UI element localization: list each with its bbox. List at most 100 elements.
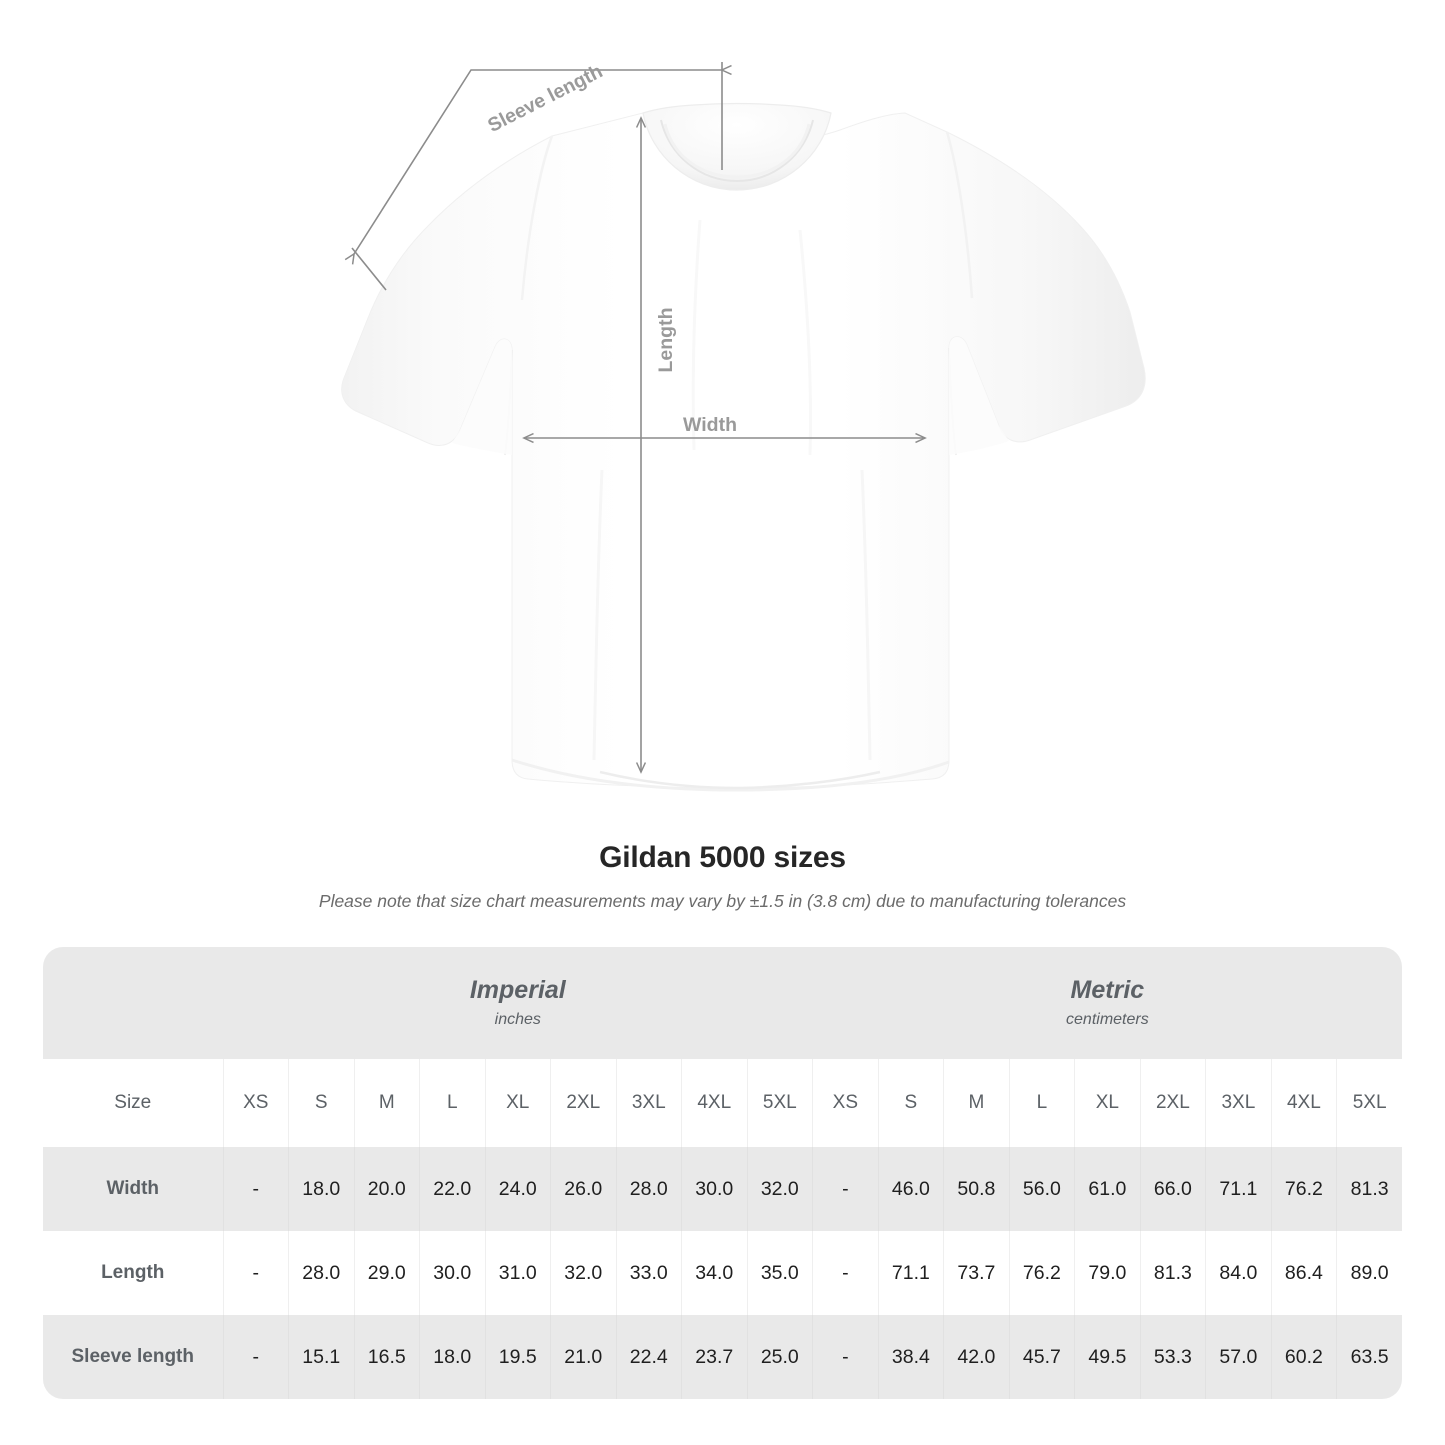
unit-banner-row: Imperial inches Metric centimeters [43,947,1403,1059]
cell: 28.0 [615,1147,682,1231]
cell: 57.0 [1205,1315,1272,1399]
cell: 76.2 [1270,1147,1337,1231]
cell: 34.0 [681,1231,747,1315]
cell: 22.0 [419,1147,485,1231]
cell: 49.5 [1074,1315,1141,1399]
cell: 81.3 [1336,1147,1403,1231]
cell: 50.8 [943,1147,1010,1231]
cell: 30.0 [419,1231,485,1315]
size-header-cell: XS [222,1059,289,1147]
row-label-width: Width [43,1147,223,1231]
cell: 84.0 [1205,1231,1272,1315]
bottom-hem-shadow [599,770,881,790]
size-header-cell: 3XL [1205,1059,1272,1147]
size-header-cell: 3XL [615,1059,682,1147]
size-header-cell: 4XL [681,1059,747,1147]
row-label-sleeve-length: Sleeve length [43,1315,223,1399]
cell: 32.0 [746,1147,813,1231]
cell: 28.0 [288,1231,354,1315]
cell: 73.7 [943,1231,1010,1315]
right-sleeve-shade [949,336,1009,455]
cell: 25.0 [746,1315,813,1399]
cell: - [222,1315,289,1399]
cell: - [222,1231,289,1315]
sleeve-hem-tick [351,247,387,291]
cell: 42.0 [943,1315,1010,1399]
width-label: Width [683,414,737,436]
chart-header: Gildan 5000 sizes Please note that size … [0,838,1445,916]
right-shoulder-fold [945,131,974,299]
cell: 29.0 [353,1231,420,1315]
measurement-annotations [352,62,925,772]
size-header-cell: 5XL [1336,1059,1403,1147]
unit-banner-spacer [43,947,223,1059]
cell: - [812,1231,879,1315]
size-header-cell: XL [484,1059,551,1147]
unit-group-imperial: Imperial inches [223,947,813,1059]
table-row: Length - 28.0 29.0 30.0 31.0 32.0 33.0 3… [43,1231,1403,1315]
drape-line-1 [592,469,604,761]
cell: 53.3 [1139,1315,1206,1399]
size-header-cell: 2XL [550,1059,616,1147]
cell: 21.0 [550,1315,616,1399]
unit-name-imperial: Imperial [469,976,566,1004]
left-sleeve-shade [452,339,512,455]
length-label: Length [655,308,677,373]
drape-line-4 [798,229,813,456]
size-column-header: Size [43,1059,223,1147]
cell: 63.5 [1336,1315,1403,1399]
cell: 61.0 [1074,1147,1141,1231]
cell: - [222,1147,289,1231]
cell: 33.0 [615,1231,682,1315]
table-row: Width - 18.0 20.0 22.0 24.0 26.0 28.0 30… [43,1147,1403,1231]
cell: 24.0 [484,1147,551,1231]
size-table-container: Imperial inches Metric centimeters Size … [43,947,1403,1399]
cell: - [812,1147,879,1231]
tshirt-body-shape [341,112,1146,789]
tshirt-illustration [341,102,1146,792]
cell: 18.0 [419,1315,485,1399]
cell: 32.0 [550,1231,616,1315]
cell: 19.5 [484,1315,551,1399]
size-header-cell: M [353,1059,420,1147]
cell: 79.0 [1074,1231,1141,1315]
cell: 22.4 [615,1315,682,1399]
table-row: Sleeve length - 15.1 16.5 18.0 19.5 21.0… [43,1315,1403,1399]
unit-group-metric: Metric centimeters [812,947,1403,1059]
size-header-cell: S [877,1059,944,1147]
cell: 38.4 [877,1315,944,1399]
tshirt-diagram: Sleeve length Length Width [341,60,1146,792]
size-header-cell: M [943,1059,1010,1147]
cell: 86.4 [1270,1231,1337,1315]
cell: 71.1 [877,1231,944,1315]
cell: 46.0 [877,1147,944,1231]
cell: 18.0 [288,1147,354,1231]
cell: 26.0 [550,1147,616,1231]
size-header-cell: S [288,1059,354,1147]
sleeve-length-arrow [354,70,722,254]
cell: 20.0 [353,1147,420,1231]
cell: 56.0 [1008,1147,1075,1231]
unit-sub-metric: centimeters [1066,1011,1149,1028]
cell: 16.5 [353,1315,420,1399]
cell: 23.7 [681,1315,747,1399]
size-header-cell: 5XL [746,1059,813,1147]
cell: - [812,1315,879,1399]
row-label-length: Length [43,1231,223,1315]
bottom-hem [511,758,950,792]
cell: 71.1 [1205,1147,1272,1231]
sleeve-length-label: Sleeve length [484,60,606,137]
cell: 81.3 [1139,1231,1206,1315]
size-header-cell: 2XL [1139,1059,1206,1147]
unit-name-metric: Metric [1070,976,1145,1004]
cell: 66.0 [1139,1147,1206,1231]
size-header-cell: XL [1074,1059,1141,1147]
page-title: Gildan 5000 sizes [599,841,846,874]
size-header-row: Size XS S M L XL 2XL 3XL 4XL 5XL XS S M … [43,1059,1403,1147]
size-header-cell: L [1008,1059,1075,1147]
drape-line-2 [860,469,872,761]
size-header-cell: L [419,1059,485,1147]
cell: 31.0 [484,1231,551,1315]
cell: 35.0 [746,1231,813,1315]
cell: 30.0 [681,1147,747,1231]
